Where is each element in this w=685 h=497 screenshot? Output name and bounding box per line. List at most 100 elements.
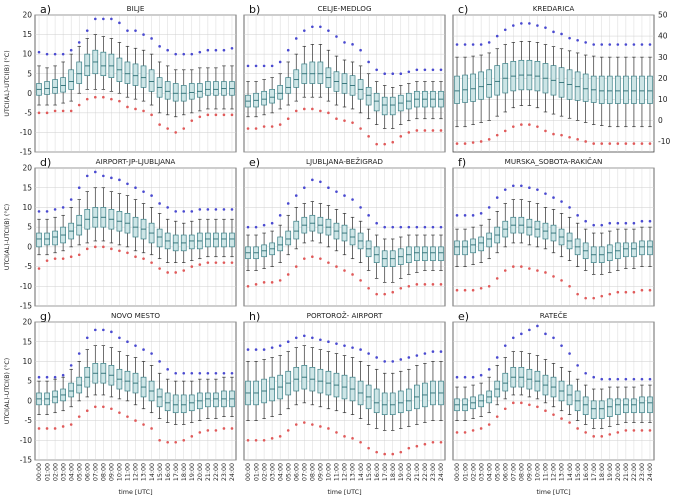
box-05:00 — [76, 352, 83, 418]
y-tick-label: 40 — [658, 32, 668, 41]
y-tick-label: 5 — [27, 377, 32, 386]
max-marker — [102, 17, 105, 21]
box-16:00 — [373, 221, 380, 296]
box-18:00 — [598, 377, 605, 438]
box-22:00 — [213, 208, 219, 264]
min-marker — [399, 286, 403, 290]
x-tick-label: 16:00 — [583, 463, 590, 481]
max-marker — [544, 192, 547, 195]
x-axis-label: time [UTC] — [536, 488, 570, 496]
min-marker — [254, 127, 258, 130]
max-marker — [552, 196, 555, 199]
max-marker — [343, 41, 346, 44]
panel-label: e) — [249, 156, 260, 169]
box-iqr — [277, 85, 284, 100]
box-14:00 — [566, 352, 573, 424]
min-marker — [134, 107, 137, 111]
box-14:00 — [566, 206, 573, 288]
box-19:00 — [606, 377, 613, 436]
x-tick-label: 07:00 — [302, 463, 309, 481]
min-marker — [616, 431, 620, 434]
min-marker — [319, 109, 322, 113]
min-marker — [214, 261, 218, 264]
min-marker — [439, 440, 443, 444]
max-marker — [503, 188, 507, 191]
box-24:00 — [647, 43, 653, 145]
box-07:00 — [92, 17, 99, 99]
min-marker — [174, 440, 177, 444]
box-20:00 — [196, 208, 203, 266]
x-tick-label: 16:00 — [165, 463, 172, 481]
box-iqr — [285, 230, 292, 246]
box-16:00 — [582, 371, 589, 434]
min-marker — [118, 249, 121, 253]
min-marker — [455, 142, 459, 145]
x-tick-label: 22:00 — [631, 463, 638, 481]
y-tick-label: 15 — [22, 30, 32, 39]
box-10:00 — [116, 21, 123, 103]
min-marker — [391, 290, 395, 294]
box-iqr — [140, 65, 147, 88]
min-marker — [45, 259, 49, 262]
max-marker — [367, 352, 370, 355]
max-marker — [198, 371, 202, 375]
box-iqr — [148, 69, 155, 92]
box-20:00 — [614, 377, 621, 434]
min-marker — [214, 429, 218, 432]
box-11:00 — [542, 332, 549, 413]
min-marker — [126, 251, 129, 255]
min-marker — [166, 271, 169, 274]
box-03:00 — [478, 212, 484, 290]
box-iqr — [470, 238, 476, 254]
box-iqr — [52, 79, 58, 94]
max-marker — [520, 22, 523, 25]
box-00:00 — [245, 225, 251, 288]
box-iqr — [156, 388, 163, 408]
min-marker — [174, 271, 177, 274]
max-marker — [592, 223, 595, 227]
box-21:00 — [623, 377, 629, 432]
panel-1: -15 -10 -5 0 5 10 15 20 a) BILJE UTCI(AL)-UTCI(B) … — [3, 3, 237, 157]
min-marker — [367, 446, 370, 450]
min-marker — [37, 111, 41, 115]
max-marker — [495, 356, 499, 359]
min-marker — [640, 288, 644, 292]
box-03:00 — [478, 43, 484, 143]
min-marker — [648, 429, 652, 432]
box-24:00 — [229, 371, 235, 430]
box-iqr — [132, 63, 139, 86]
max-marker — [246, 225, 250, 229]
min-marker — [536, 125, 539, 129]
box-23:00 — [430, 68, 436, 132]
max-marker — [608, 377, 612, 381]
box-iqr — [68, 69, 75, 90]
max-marker — [503, 344, 507, 347]
min-marker — [391, 452, 395, 456]
max-marker — [359, 206, 362, 209]
box-23:00 — [430, 225, 436, 286]
box-05:00 — [494, 34, 501, 137]
x-tick-label: 02:00 — [470, 463, 477, 481]
box-15:00 — [156, 360, 163, 442]
max-marker — [343, 194, 346, 197]
box-iqr — [213, 81, 219, 96]
box-10:00 — [534, 24, 541, 129]
panel-2: b) CELJE-MEDLOG — [243, 3, 446, 153]
panel-title: CELJE-MEDLOG — [317, 4, 371, 13]
min-marker — [479, 286, 483, 290]
box-13:00 — [349, 346, 356, 440]
y-tick-label: 30 — [658, 53, 668, 62]
min-marker — [351, 273, 354, 276]
box-18:00 — [389, 72, 396, 144]
box-02:00 — [261, 64, 267, 128]
min-marker — [77, 415, 81, 418]
box-04:00 — [277, 60, 284, 126]
box-iqr — [60, 77, 66, 93]
min-marker — [351, 437, 354, 440]
min-marker — [520, 265, 523, 268]
box-21:00 — [623, 43, 629, 145]
x-tick-label: 19:00 — [607, 463, 614, 481]
min-marker — [327, 261, 330, 264]
box-iqr — [462, 74, 468, 103]
box-10:00 — [534, 188, 541, 272]
